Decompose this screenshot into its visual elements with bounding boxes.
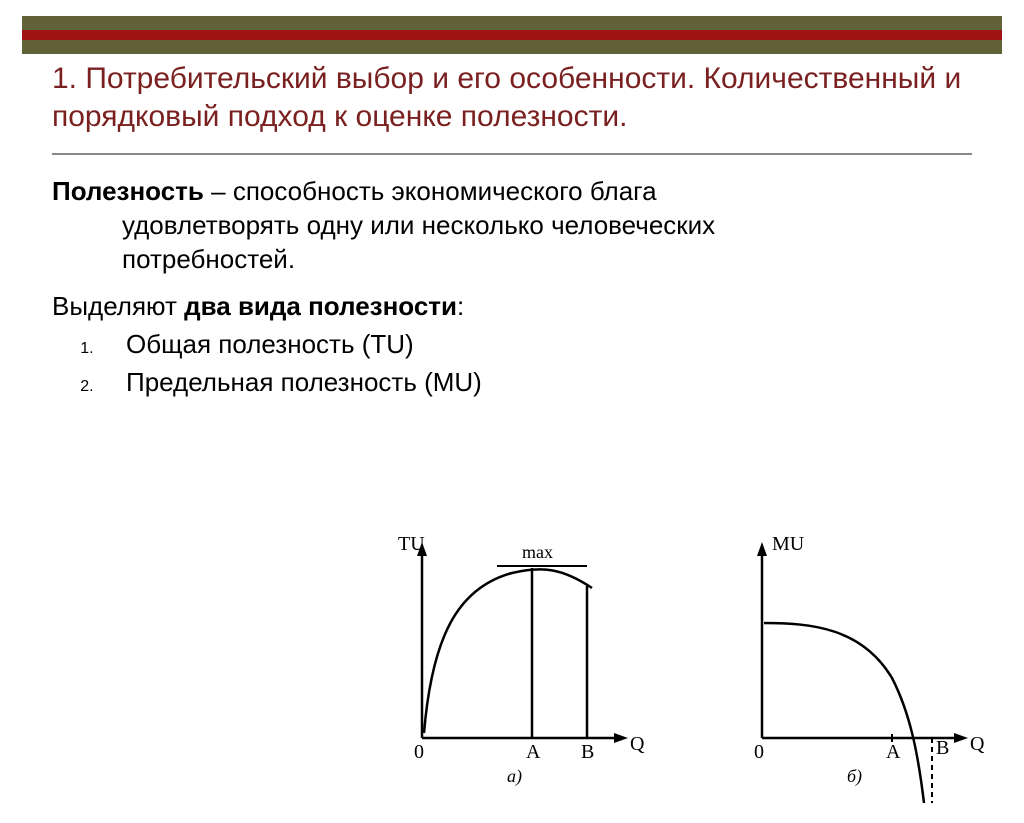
chart-mu-A: A <box>886 741 901 763</box>
types-intro: Выделяют два вида полезности: <box>52 290 972 324</box>
list-item: Предельная полезность (MU) <box>98 366 972 400</box>
decor-stripe-top <box>22 16 1002 30</box>
chart-tu-ylabel: TU <box>398 533 425 555</box>
decor-stripe-bottom <box>22 40 1002 54</box>
utility-types-list: Общая полезность (TU) Предельная полезно… <box>98 328 972 400</box>
types-intro-post: : <box>457 291 464 321</box>
slide: 1. Потребительский выбор и его особеннос… <box>0 0 1024 767</box>
chart-mu-sublabel: б) <box>847 766 862 787</box>
chart-tu: TU max 0 A B Q а) <box>398 533 645 787</box>
chart-mu-B: B <box>936 737 949 759</box>
chart-mu-ylabel: MU <box>772 533 805 555</box>
types-intro-pre: Выделяют <box>52 291 184 321</box>
chart-mu-origin: 0 <box>754 741 764 763</box>
chart-mu-Q: Q <box>970 733 985 755</box>
chart-tu-max-label: max <box>522 542 553 562</box>
chart-tu-sublabel: а) <box>507 766 522 787</box>
definition-paragraph: Полезность – способность экономического … <box>52 175 972 276</box>
decor-stripe-mid <box>22 30 1002 40</box>
charts-svg: TU max 0 A B Q а) <box>382 528 1022 818</box>
body-text: Полезность – способность экономического … <box>52 175 972 400</box>
content-area: 1. Потребительский выбор и его особеннос… <box>52 60 972 747</box>
chart-tu-A: A <box>526 741 541 763</box>
definition-line2: удовлетворять одну или несколько человеч… <box>52 209 972 243</box>
tu-curve <box>424 569 592 733</box>
list-item: Общая полезность (TU) <box>98 328 972 362</box>
mu-curve <box>764 623 924 803</box>
chart-tu-Q: Q <box>630 733 645 755</box>
definition-line1: – способность экономического блага <box>204 176 657 206</box>
types-intro-bold: два вида полезности <box>184 291 457 321</box>
definition-line3: потребностей. <box>52 243 972 277</box>
charts-area: TU max 0 A B Q а) <box>382 528 1022 818</box>
slide-title: 1. Потребительский выбор и его особеннос… <box>52 60 972 155</box>
chart-tu-B: B <box>581 741 594 763</box>
chart-mu: MU 0 A B Q б) <box>754 533 985 803</box>
term: Полезность <box>52 176 204 206</box>
chart-tu-origin: 0 <box>414 741 424 763</box>
